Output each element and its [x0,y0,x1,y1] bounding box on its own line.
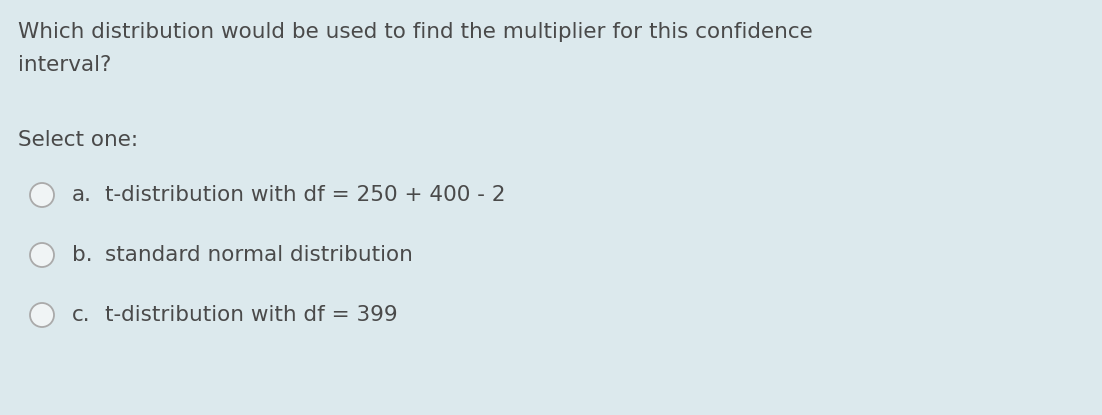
Text: a.: a. [72,185,91,205]
Text: Which distribution would be used to find the multiplier for this confidence: Which distribution would be used to find… [18,22,813,42]
Text: t-distribution with df = 250 + 400 - 2: t-distribution with df = 250 + 400 - 2 [105,185,506,205]
Ellipse shape [30,183,54,207]
Ellipse shape [30,243,54,267]
Text: Select one:: Select one: [18,130,138,150]
Text: b.: b. [72,245,93,265]
Text: c.: c. [72,305,90,325]
Text: standard normal distribution: standard normal distribution [105,245,413,265]
Text: t-distribution with df = 399: t-distribution with df = 399 [105,305,398,325]
Text: interval?: interval? [18,55,111,75]
Ellipse shape [30,303,54,327]
